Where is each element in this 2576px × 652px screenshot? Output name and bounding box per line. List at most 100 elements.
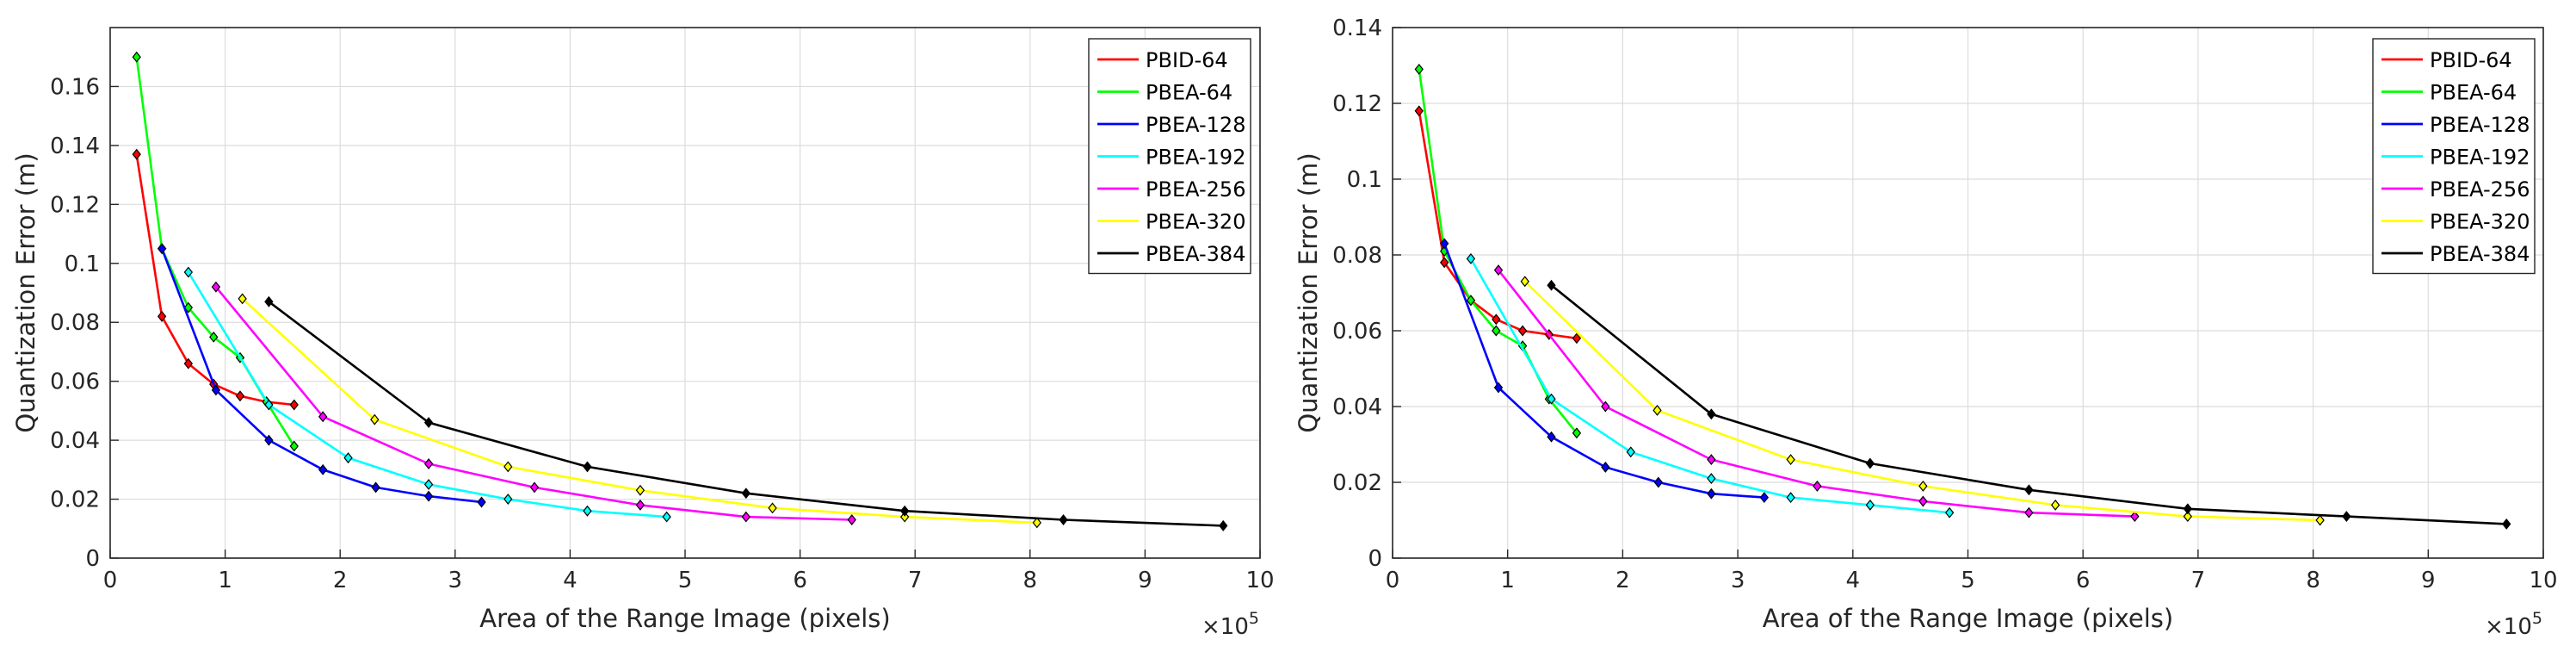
x-axis-multiplier: ×105: [2485, 609, 2542, 640]
y-axis-label: Quantization Error (m): [11, 152, 40, 432]
data-point-pbea-64: [1466, 295, 1476, 307]
data-point-pbid-64: [1414, 105, 1424, 117]
data-point-pbea-320: [370, 413, 380, 425]
data-point-pbea-64: [1414, 63, 1424, 75]
x-tick-label: 8: [1023, 568, 1038, 593]
data-point-pbea-128: [1440, 238, 1449, 250]
data-point-pbea-384: [423, 417, 434, 429]
data-point-pbea-64: [1492, 325, 1501, 337]
data-point-pbea-256: [741, 511, 751, 523]
x-tick-label: 7: [2191, 568, 2206, 593]
data-point-pbea-128: [264, 434, 274, 446]
data-point-pbea-384: [583, 461, 592, 473]
y-tick-label: 0: [85, 546, 100, 572]
data-point-pbea-192: [183, 266, 194, 278]
x-tick-label: 5: [1961, 568, 1975, 593]
x-axis-multiplier-exponent: 5: [1249, 609, 1259, 628]
x-tick-label: 0: [103, 568, 118, 593]
data-point-pbea-320: [2050, 499, 2060, 511]
data-point-pbea-384: [900, 505, 910, 517]
x-axis-multiplier-base: ×10: [1202, 614, 1249, 640]
plot-frame: [109, 27, 1261, 559]
data-point-pbea-256: [1918, 495, 1928, 507]
data-point-pbea-384: [1547, 279, 1556, 291]
data-point-pbid-64: [1440, 257, 1449, 269]
data-point-pbea-128: [1547, 431, 1556, 443]
data-point-pbea-384: [2342, 511, 2351, 523]
data-point-pbea-320: [1520, 276, 1529, 288]
y-tick-label: 0.12: [1332, 91, 1382, 117]
x-axis-label: Area of the Range Image (pixels): [479, 604, 890, 633]
legend-label-pbid-64: PBID-64: [2430, 48, 2512, 72]
data-point-pbid-64: [235, 390, 245, 402]
legend-label-pbea-128: PBEA-128: [2430, 113, 2530, 137]
data-point-pbea-128: [423, 490, 434, 502]
x-tick-label: 7: [908, 568, 923, 593]
data-point-pbea-384: [2024, 484, 2034, 496]
y-tick-label: 0.06: [50, 369, 100, 395]
data-point-pbid-64: [289, 399, 299, 411]
data-point-pbea-384: [1707, 408, 1716, 420]
x-tick-label: 1: [1500, 568, 1515, 593]
x-tick-label: 1: [218, 568, 232, 593]
data-point-pbea-320: [2183, 511, 2193, 523]
chart-right: 0 1 2 3 4 5 6 7 8 9 10 0 0.02 0.04 0.06 0.08 0.1 0.12 0.14…: [1294, 16, 2558, 640]
legend-label-pbea-64: PBEA-64: [2430, 81, 2517, 105]
data-point-pbea-64: [132, 51, 141, 63]
data-point-pbea-192: [423, 478, 434, 490]
data-point-pbea-64: [209, 331, 219, 343]
data-point-pbea-256: [318, 411, 328, 423]
data-point-pbea-256: [211, 281, 221, 293]
data-point-pbea-192: [343, 452, 353, 464]
x-axis-multiplier-exponent: 5: [2532, 609, 2542, 628]
data-point-pbid-64: [183, 357, 194, 369]
y-axis-label: Quantization Error (m): [1294, 152, 1323, 432]
y-tick-label: 0.02: [1332, 470, 1382, 496]
data-point-pbea-192: [1944, 506, 1955, 518]
x-tick-label: 9: [1138, 568, 1152, 593]
data-point-pbea-384: [1219, 519, 1228, 531]
x-tick-label: 8: [2306, 568, 2320, 593]
y-tick-label: 0.02: [50, 487, 100, 513]
data-point-pbea-320: [1918, 480, 1928, 492]
legend-label-pbea-64: PBEA-64: [1146, 81, 1232, 105]
data-point-pbid-64: [1572, 332, 1582, 345]
x-tick-label: 4: [563, 568, 578, 593]
data-point-pbea-320: [238, 293, 247, 305]
x-axis-label: Area of the Range Image (pixels): [1763, 604, 2173, 633]
data-point-pbea-384: [1865, 457, 1875, 469]
y-tick-label: 0.04: [50, 428, 100, 454]
data-point-pbea-128: [211, 384, 221, 396]
data-point-pbea-320: [900, 511, 910, 523]
data-point-pbea-192: [1865, 499, 1875, 511]
y-tick-label: 0.1: [1347, 167, 1382, 193]
y-tick-label: 0.14: [50, 134, 100, 159]
data-point-pbea-64: [1572, 427, 1582, 439]
y-tick-label: 0: [1368, 546, 1382, 572]
data-point-pbea-384: [2502, 518, 2511, 530]
x-tick-label: 2: [1615, 568, 1630, 593]
legend-label-pbea-384: PBEA-384: [2430, 242, 2530, 266]
data-point-pbea-256: [635, 499, 646, 511]
legend-label-pbea-320: PBEA-320: [1146, 210, 1245, 234]
y-tick-label: 0.06: [1332, 319, 1382, 345]
data-point-pbea-192: [1466, 252, 1476, 264]
data-point-pbea-384: [2183, 503, 2193, 515]
x-tick-label: 4: [1846, 568, 1861, 593]
plot-frame: [1392, 27, 2544, 559]
data-point-pbea-320: [635, 484, 646, 496]
x-tick-label: 0: [1386, 568, 1400, 593]
chart-left: 0 1 2 3 4 5 6 7 8 9 10 0 0.02 0.04 0.06 0.08 0.1 0.12 0.14…: [11, 27, 1275, 640]
legend-label-pbea-320: PBEA-320: [2430, 210, 2530, 234]
data-point-pbea-256: [2130, 511, 2140, 523]
data-point-pbea-320: [2315, 514, 2325, 526]
x-tick-label: 3: [1731, 568, 1745, 593]
data-point-pbid-64: [1517, 325, 1528, 337]
data-point-pbea-384: [1059, 514, 1068, 525]
data-point-pbea-192: [1786, 492, 1795, 504]
y-tick-label: 0.1: [65, 251, 100, 277]
data-point-pbea-256: [1601, 401, 1610, 413]
y-tick-label: 0.14: [1332, 16, 1382, 41]
x-tick-label: 3: [448, 568, 463, 593]
